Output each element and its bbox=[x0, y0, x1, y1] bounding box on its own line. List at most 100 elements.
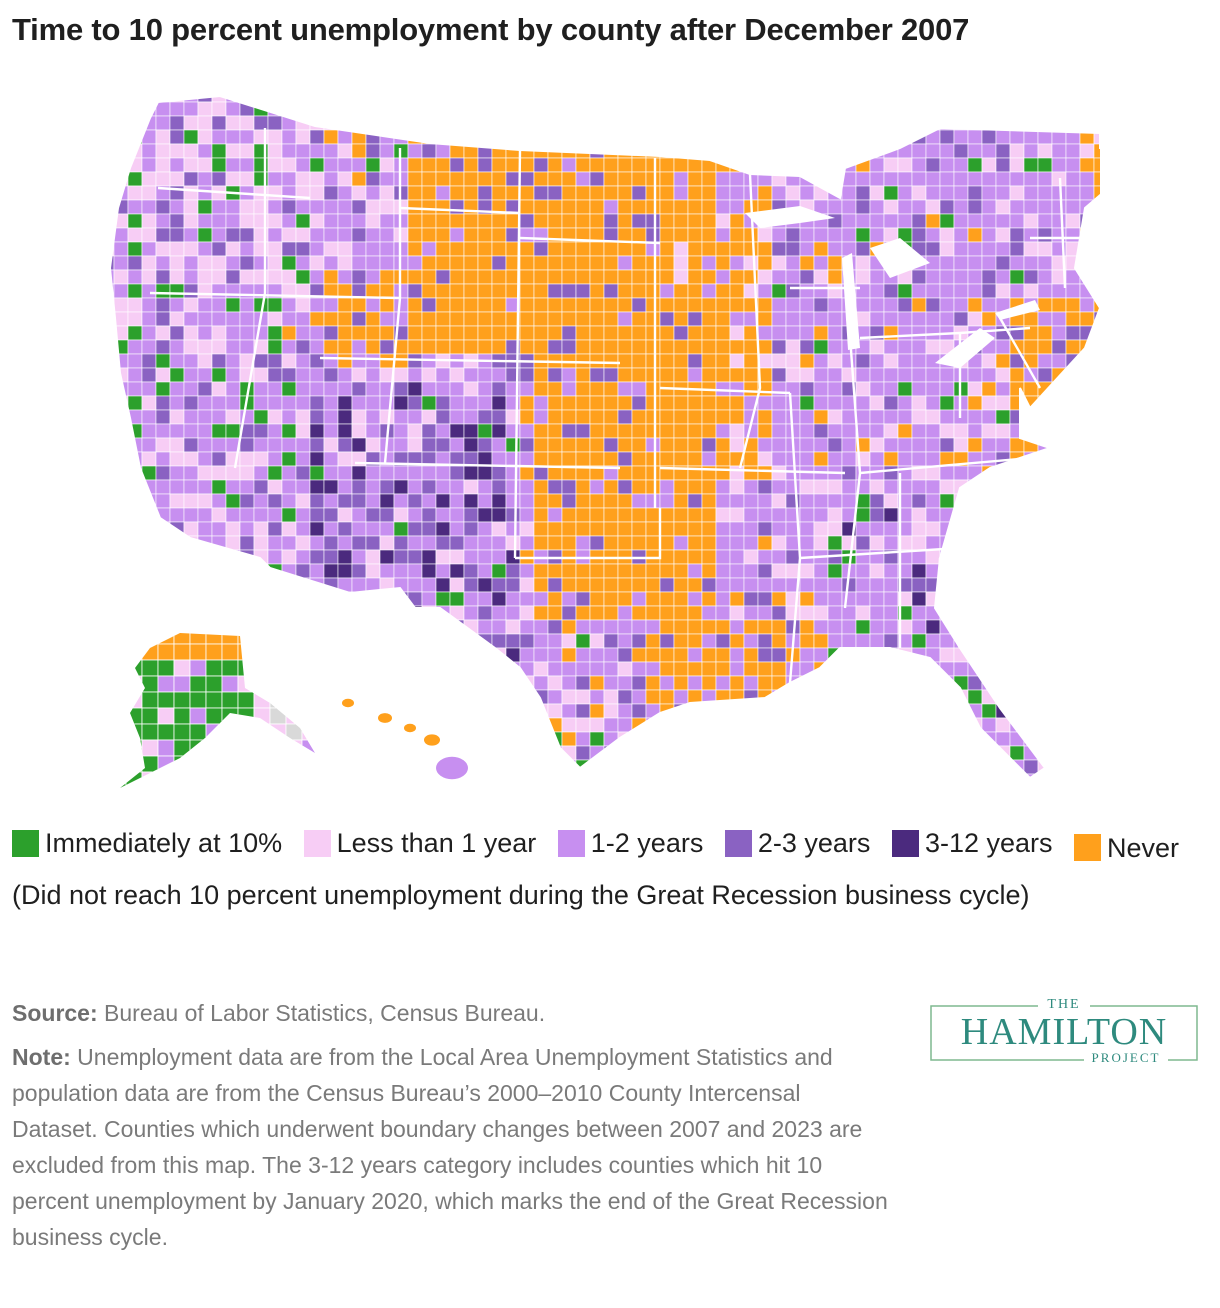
county-cell bbox=[197, 101, 213, 117]
county-cell bbox=[827, 96, 843, 103]
county-cell bbox=[505, 185, 521, 201]
county-cell bbox=[463, 563, 479, 579]
county-cell bbox=[197, 423, 213, 439]
county-cell bbox=[547, 689, 563, 705]
county-cell bbox=[617, 619, 633, 635]
county-cell bbox=[351, 759, 367, 775]
county-cell bbox=[155, 451, 171, 467]
county-cell bbox=[715, 647, 731, 663]
county-cell bbox=[267, 227, 283, 243]
county-cell bbox=[1009, 367, 1025, 383]
county-cell bbox=[237, 675, 255, 693]
county-cell bbox=[205, 739, 223, 757]
county-cell bbox=[173, 707, 191, 725]
county-cell bbox=[995, 227, 1011, 243]
county-cell bbox=[197, 759, 213, 775]
county-cell bbox=[519, 115, 535, 131]
county-cell bbox=[197, 129, 213, 145]
county-cell bbox=[967, 437, 983, 453]
county-cell bbox=[463, 409, 479, 425]
county-cell bbox=[771, 437, 787, 453]
county-cell bbox=[743, 703, 759, 719]
county-cell bbox=[729, 773, 745, 778]
county-cell bbox=[799, 129, 815, 145]
county-cell bbox=[1023, 339, 1039, 355]
county-cell bbox=[463, 661, 479, 677]
county-cell bbox=[869, 759, 885, 775]
county-cell bbox=[281, 507, 297, 523]
county-cell bbox=[323, 325, 339, 341]
county-cell bbox=[659, 745, 675, 761]
county-cell bbox=[337, 479, 353, 495]
county-cell bbox=[1051, 353, 1067, 369]
county-cell bbox=[110, 479, 115, 495]
county-cell bbox=[673, 143, 689, 159]
county-cell bbox=[337, 605, 353, 621]
county-cell bbox=[407, 507, 423, 523]
county-cell bbox=[869, 661, 885, 677]
county-cell bbox=[827, 605, 843, 621]
county-cell bbox=[295, 96, 311, 103]
county-cell bbox=[687, 591, 703, 607]
county-cell bbox=[981, 549, 997, 565]
county-cell bbox=[295, 409, 311, 425]
county-cell bbox=[939, 297, 955, 313]
county-cell bbox=[785, 759, 801, 775]
county-cell bbox=[771, 633, 787, 649]
county-cell bbox=[393, 395, 409, 411]
county-cell bbox=[421, 143, 437, 159]
county-cell bbox=[1079, 773, 1095, 778]
county-cell bbox=[1051, 101, 1067, 117]
county-cell bbox=[141, 185, 157, 201]
county-cell bbox=[631, 745, 647, 761]
county-cell bbox=[673, 479, 689, 495]
county-cell bbox=[533, 661, 549, 677]
county-cell bbox=[701, 339, 717, 355]
county-cell bbox=[757, 647, 773, 663]
county-cell bbox=[715, 339, 731, 355]
county-cell bbox=[337, 731, 353, 747]
county-cell bbox=[237, 787, 255, 788]
county-cell bbox=[239, 129, 255, 145]
county-cell bbox=[421, 773, 437, 778]
county-cell bbox=[995, 577, 1011, 593]
county-cell bbox=[269, 739, 287, 757]
county-cell bbox=[113, 689, 129, 705]
county-cell bbox=[205, 643, 223, 661]
county-cell bbox=[547, 605, 563, 621]
county-cell bbox=[285, 771, 303, 788]
county-cell bbox=[701, 283, 717, 299]
county-cell bbox=[351, 675, 367, 691]
county-cell bbox=[281, 493, 297, 509]
county-cell bbox=[127, 759, 143, 775]
county-cell bbox=[855, 591, 871, 607]
county-cell bbox=[673, 549, 689, 565]
county-cell bbox=[1065, 577, 1081, 593]
county-cell bbox=[477, 367, 493, 383]
county-cell bbox=[267, 759, 283, 775]
county-cell bbox=[771, 143, 787, 159]
county-cell bbox=[435, 115, 451, 131]
county-cell bbox=[1065, 717, 1081, 733]
county-cell bbox=[337, 633, 353, 649]
county-cell bbox=[281, 297, 297, 313]
county-cell bbox=[113, 479, 129, 495]
county-cell bbox=[547, 367, 563, 383]
county-cell bbox=[505, 689, 521, 705]
county-cell bbox=[547, 96, 563, 103]
county-cell bbox=[197, 96, 213, 103]
county-cell bbox=[407, 241, 423, 257]
county-cell bbox=[141, 739, 159, 757]
county-cell bbox=[253, 745, 269, 761]
county-cell bbox=[197, 493, 213, 509]
county-cell bbox=[1023, 143, 1039, 159]
county-cell bbox=[295, 171, 311, 187]
county-cell bbox=[967, 745, 983, 761]
county-cell bbox=[589, 129, 605, 145]
legend-swatch bbox=[12, 830, 39, 857]
county-cell bbox=[659, 129, 675, 145]
county-cell bbox=[205, 787, 223, 788]
county-cell bbox=[981, 311, 997, 327]
county-cell bbox=[323, 143, 339, 159]
county-cell bbox=[561, 171, 577, 187]
